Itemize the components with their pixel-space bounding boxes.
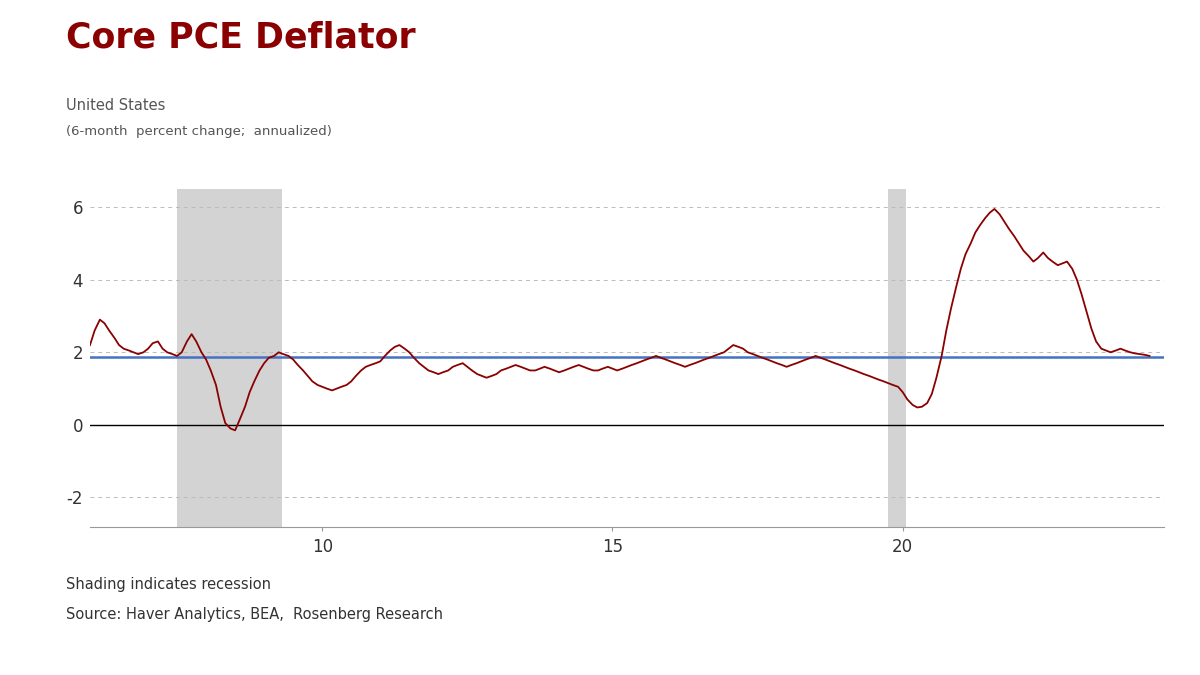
Text: Source: Haver Analytics, BEA,  Rosenberg Research: Source: Haver Analytics, BEA, Rosenberg …	[66, 608, 443, 622]
Text: Core PCE Deflator: Core PCE Deflator	[66, 20, 415, 54]
Text: United States: United States	[66, 98, 166, 113]
Bar	[888, 189, 906, 526]
Text: (6-month  percent change;  annualized): (6-month percent change; annualized)	[66, 125, 332, 138]
Bar	[178, 189, 282, 526]
Text: Shading indicates recession: Shading indicates recession	[66, 577, 271, 592]
